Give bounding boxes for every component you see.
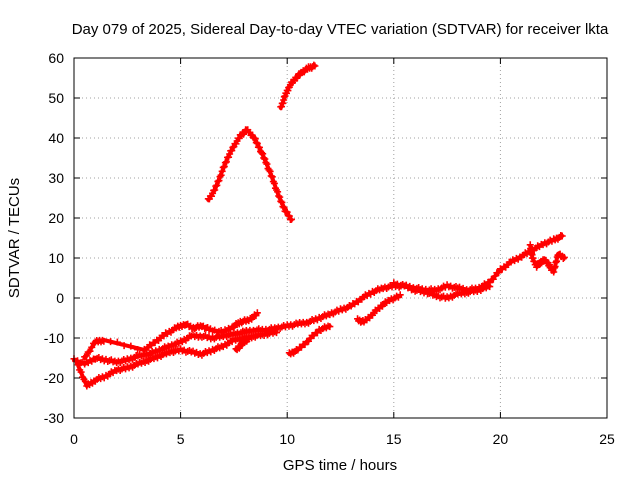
- data-point: [214, 177, 222, 185]
- data-point: [495, 269, 503, 277]
- data-point: [120, 342, 128, 350]
- data-point: [251, 135, 259, 143]
- data-point: [213, 181, 221, 189]
- x-tick-label: 15: [386, 431, 402, 447]
- series-band-upper-spur: [81, 309, 261, 361]
- data-point: [255, 143, 263, 151]
- data-point: [82, 352, 90, 360]
- data-point: [310, 61, 318, 69]
- series-dip-3: [354, 291, 404, 326]
- plot-frame: [73, 57, 608, 419]
- series-band-lower: [74, 328, 281, 390]
- data-point: [326, 323, 334, 331]
- data-point: [127, 342, 135, 350]
- y-tick-label: 10: [48, 250, 64, 266]
- data-point: [86, 347, 94, 355]
- y-tick-label: -30: [44, 410, 64, 426]
- data-point: [212, 182, 220, 190]
- y-tick-label: -20: [44, 370, 64, 386]
- data-point: [270, 179, 278, 187]
- data-points: [70, 61, 568, 390]
- data-point: [267, 172, 275, 180]
- data-point: [283, 208, 291, 216]
- x-tick-label: 25: [599, 431, 615, 447]
- data-point: [486, 283, 494, 291]
- data-point: [275, 192, 283, 200]
- data-point: [311, 62, 319, 70]
- data-point: [277, 197, 285, 205]
- data-point: [276, 193, 284, 201]
- x-tick-label: 0: [70, 431, 78, 447]
- data-point: [218, 167, 226, 175]
- data-point: [217, 171, 225, 179]
- x-axis-ticks: 0 5 10 15 20 25: [70, 58, 615, 447]
- data-point: [265, 166, 273, 174]
- series-band-after-15: [390, 279, 494, 302]
- y-tick-label: -10: [44, 330, 64, 346]
- y-tick-label: 30: [48, 170, 64, 186]
- data-point: [396, 291, 404, 299]
- data-point: [253, 139, 261, 147]
- data-point: [221, 159, 229, 167]
- series-late-spurs: [526, 241, 568, 276]
- data-point: [559, 255, 567, 263]
- y-tick-label: 20: [48, 210, 64, 226]
- y-tick-label: 40: [48, 130, 64, 146]
- data-point: [220, 163, 228, 171]
- data-point: [98, 336, 106, 344]
- data-point: [245, 335, 253, 343]
- data-point: [279, 203, 287, 211]
- y-axis-title: SDTVAR / TECUs: [6, 178, 23, 298]
- data-point: [107, 338, 115, 346]
- data-point: [266, 167, 274, 175]
- data-point: [216, 173, 224, 181]
- data-point: [74, 361, 82, 369]
- data-point: [280, 204, 288, 212]
- data-point: [278, 198, 286, 206]
- data-point: [215, 177, 223, 185]
- series-arc-upper-a: [204, 126, 295, 224]
- data-point: [77, 368, 85, 376]
- data-point: [260, 154, 268, 162]
- data-point: [268, 173, 276, 181]
- series-dip-2: [285, 322, 334, 358]
- series-dip-1: [232, 335, 253, 354]
- data-point: [100, 337, 108, 345]
- data-point: [263, 160, 271, 168]
- data-point: [273, 329, 281, 337]
- data-point: [134, 346, 142, 354]
- data-point: [287, 215, 295, 223]
- x-axis-title: GPS time / hours: [283, 457, 397, 474]
- chart-title: Day 079 of 2025, Sidereal Day-to-day VTE…: [72, 21, 609, 38]
- x-tick-label: 5: [177, 431, 185, 447]
- data-point: [274, 188, 282, 196]
- data-point: [558, 232, 566, 240]
- data-point: [261, 155, 269, 163]
- data-point: [259, 150, 267, 158]
- x-tick-label: 10: [279, 431, 295, 447]
- y-axis-ticks: -30 -20 -10 0 10 20 30 40 50 60: [44, 50, 607, 426]
- x-tick-label: 20: [493, 431, 509, 447]
- data-point: [253, 309, 261, 317]
- y-tick-label: 60: [48, 50, 64, 66]
- data-point: [258, 149, 266, 157]
- y-tick-label: 50: [48, 90, 64, 106]
- data-point: [560, 253, 568, 261]
- data-point: [211, 186, 219, 194]
- data-point: [222, 158, 230, 166]
- data-point: [219, 163, 227, 171]
- data-point: [225, 153, 233, 161]
- data-point: [228, 147, 236, 155]
- y-tick-label: 0: [56, 290, 64, 306]
- data-point: [88, 343, 96, 351]
- data-point: [113, 338, 121, 346]
- series-arc-upper-b: [277, 61, 319, 111]
- data-point: [262, 159, 270, 167]
